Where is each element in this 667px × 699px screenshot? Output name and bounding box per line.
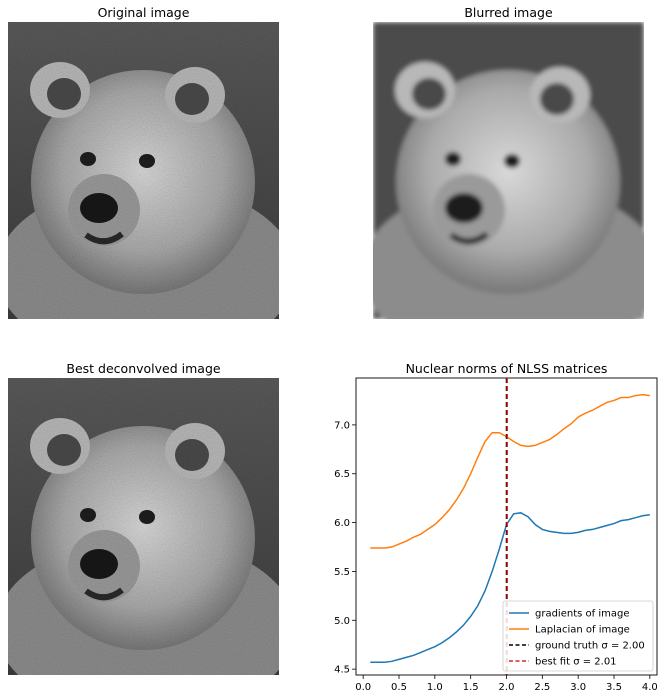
y-tick-label: 5.5 [334, 567, 350, 578]
y-tick-label: 4.5 [334, 665, 350, 676]
x-tick-label: 2.5 [534, 682, 550, 693]
x-tick-label: 0.5 [391, 682, 407, 693]
x-tick-label: 0.0 [355, 682, 371, 693]
legend-label: best fit σ = 2.01 [535, 657, 617, 668]
series-line-laplacian [370, 393, 650, 549]
x-tick-label: 1.5 [463, 682, 479, 693]
deconvolved-image [8, 378, 279, 675]
original-image-title: Original image [97, 5, 190, 20]
y-tick-label: 7.0 [334, 420, 350, 431]
x-tick-label: 3.5 [606, 682, 622, 693]
x-tick-label: 1.0 [427, 682, 443, 693]
x-tick-label: 3.0 [570, 682, 586, 693]
nuclear-norms-chart: 0.0 0.5 1.0 1.5 2.0 2.5 3.0 3.5 4.0 4.5 5.0 5.5 6.0 6… [334, 377, 658, 693]
x-tick-label: 2.0 [499, 682, 515, 693]
original-image [8, 22, 279, 319]
chart-title: Nuclear norms of NLSS matrices [405, 361, 608, 376]
y-tick-label: 5.0 [334, 616, 350, 627]
legend-label: Laplacian of image [535, 625, 630, 636]
legend-label: gradients of image [535, 609, 629, 620]
blurred-image [373, 22, 644, 319]
legend-box [502, 600, 654, 672]
blurred-image-title: Blurred image [464, 5, 553, 20]
x-tick-label: 4.0 [642, 682, 658, 693]
y-tick-label: 6.5 [334, 469, 350, 480]
legend-label: ground truth σ = 2.00 [535, 641, 645, 652]
y-tick-label: 6.0 [334, 518, 350, 529]
deconvolved-image-title: Best deconvolved image [66, 361, 221, 376]
series-line-gradients [370, 512, 650, 664]
